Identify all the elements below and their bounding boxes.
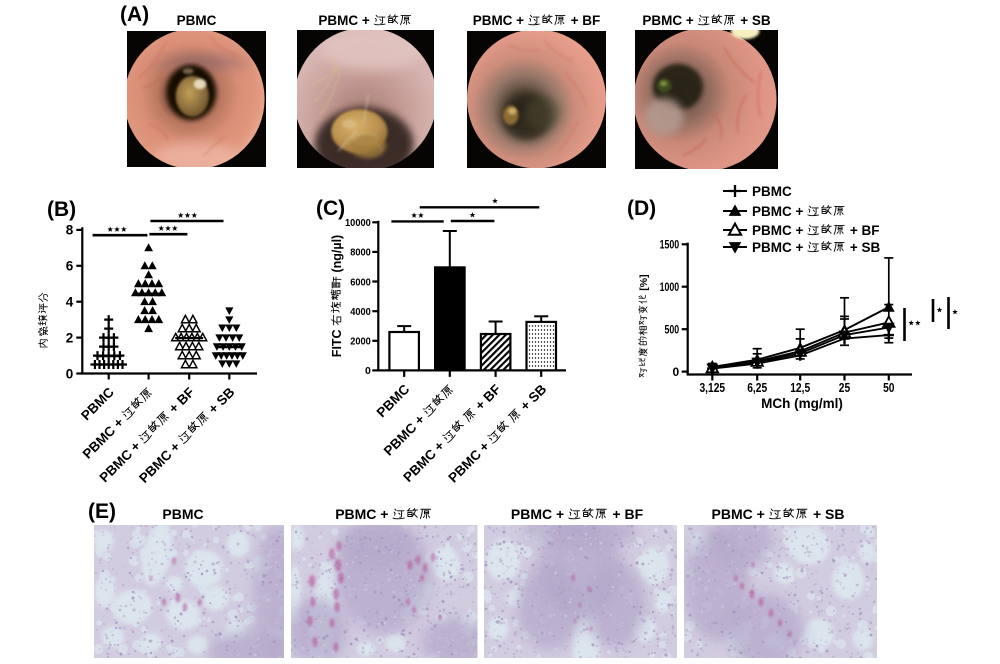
svg-text:2000: 2000 xyxy=(350,336,371,348)
svg-text:+ SB: + SB xyxy=(809,506,844,522)
svg-text:1000: 1000 xyxy=(660,280,680,294)
svg-text:PBMC +: PBMC + xyxy=(752,204,807,219)
svg-text:50: 50 xyxy=(883,380,894,395)
svg-text:(A): (A) xyxy=(120,3,149,26)
svg-text:+ BF: + BF xyxy=(163,385,197,419)
svg-text:+ BF: + BF xyxy=(469,382,503,416)
svg-text:PBMC: PBMC xyxy=(177,13,217,28)
svg-text:+ SB: + SB xyxy=(737,13,771,28)
svg-text:PBMC: PBMC xyxy=(162,506,203,522)
svg-text:4: 4 xyxy=(66,295,74,310)
svg-text:PBMC +: PBMC + xyxy=(445,436,495,486)
svg-text:(C): (C) xyxy=(316,197,345,220)
svg-text:25: 25 xyxy=(839,380,850,395)
svg-text:500: 500 xyxy=(665,322,680,336)
svg-text:2: 2 xyxy=(66,330,74,345)
svg-text:+ BF: + BF xyxy=(846,223,879,238)
svg-text:PBMC: PBMC xyxy=(78,384,117,423)
svg-text:PBMC +: PBMC + xyxy=(473,13,528,28)
svg-text:PBMC +: PBMC + xyxy=(511,506,568,522)
svg-text:3,125: 3,125 xyxy=(699,380,725,395)
svg-text:8000: 8000 xyxy=(350,247,371,259)
svg-text:8: 8 xyxy=(66,223,74,238)
svg-text:6,25: 6,25 xyxy=(747,380,767,395)
svg-text:PBMC: PBMC xyxy=(752,184,792,199)
svg-text:(D): (D) xyxy=(627,197,656,220)
svg-text:PBMC +: PBMC + xyxy=(318,13,373,28)
svg-text:+ SB: + SB xyxy=(203,384,238,419)
svg-text:PBMC +: PBMC + xyxy=(752,240,807,255)
svg-text:0: 0 xyxy=(365,365,371,377)
svg-text:(ng/µl): (ng/µl) xyxy=(330,235,344,276)
svg-text:PBMC +: PBMC + xyxy=(752,223,807,238)
svg-text:(B): (B) xyxy=(47,198,76,221)
svg-text:PBMC: PBMC xyxy=(374,381,413,420)
svg-text:[%]: [%] xyxy=(638,274,650,293)
svg-text:PBMC +: PBMC + xyxy=(400,435,450,485)
svg-text:6000: 6000 xyxy=(350,276,371,288)
svg-text:PBMC +: PBMC + xyxy=(642,13,697,28)
svg-text:12,5: 12,5 xyxy=(790,380,810,395)
svg-text:0: 0 xyxy=(673,365,680,379)
svg-text:(E): (E) xyxy=(88,500,116,523)
svg-text:PBMC +: PBMC + xyxy=(712,506,769,522)
svg-text:+ SB: + SB xyxy=(846,240,880,255)
svg-text:MCh (mg/ml): MCh (mg/ml) xyxy=(761,396,843,411)
svg-text:+ SB: + SB xyxy=(515,381,550,416)
svg-text:+ BF: + BF xyxy=(609,506,644,522)
svg-text:1500: 1500 xyxy=(660,238,680,252)
svg-text:4000: 4000 xyxy=(350,306,371,318)
svg-text:6: 6 xyxy=(66,259,74,274)
svg-text:+ BF: + BF xyxy=(567,13,600,28)
svg-text:0: 0 xyxy=(66,366,74,381)
svg-text:FITC: FITC xyxy=(330,326,344,357)
svg-text:10000: 10000 xyxy=(345,217,371,229)
svg-text:PBMC +: PBMC + xyxy=(335,506,392,522)
